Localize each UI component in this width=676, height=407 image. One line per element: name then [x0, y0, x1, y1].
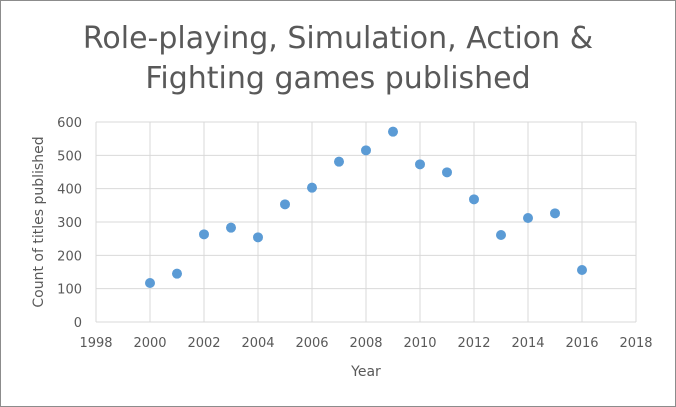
x-tick-label-2012: 2012	[457, 336, 490, 351]
x-axis-title: Year	[350, 364, 381, 380]
x-tick-label-2004: 2004	[241, 336, 274, 351]
x-tick-label-2006: 2006	[295, 336, 328, 351]
chart-title-line-2: Fighting games published	[145, 61, 531, 96]
x-tick-label-2002: 2002	[187, 336, 220, 351]
data-points	[145, 126, 587, 288]
data-point-2010	[415, 159, 425, 170]
x-tick-label-2010: 2010	[403, 336, 436, 351]
y-tick-label-0: 0	[74, 316, 82, 331]
data-point-2004	[253, 232, 263, 243]
data-point-2015	[550, 208, 560, 219]
x-tick-label-1998: 1998	[79, 336, 112, 351]
data-point-2007	[334, 156, 344, 167]
x-tick-label-2014: 2014	[511, 336, 544, 351]
y-tick-label-300: 300	[57, 216, 82, 231]
y-tick-label-100: 100	[57, 283, 82, 298]
data-point-2012	[469, 194, 479, 205]
y-tick-label-400: 400	[57, 183, 82, 198]
gridlines	[95, 121, 637, 323]
data-point-2011	[442, 167, 452, 178]
tick-labels: 0 100 200 300 400 500 600 1998 2000 2002 2004 2006 2…	[57, 116, 652, 351]
y-tick-label-200: 200	[57, 249, 82, 264]
chart-title-line-1: Role-playing, Simulation, Action &	[82, 21, 594, 56]
data-point-2008	[361, 145, 371, 156]
y-axis-title: Count of titles published	[31, 136, 47, 307]
y-tick-label-600: 600	[57, 116, 82, 131]
data-point-2009	[388, 126, 398, 137]
x-tick-label-2000: 2000	[133, 336, 166, 351]
data-point-2002	[199, 229, 209, 240]
data-point-2001	[172, 268, 182, 279]
x-tick-label-2016: 2016	[565, 336, 598, 351]
data-point-2003	[226, 222, 236, 233]
data-point-2006	[307, 182, 317, 193]
x-tick-label-2008: 2008	[349, 336, 382, 351]
data-point-2005	[280, 199, 290, 210]
y-tick-label-500: 500	[57, 149, 82, 164]
data-point-2014	[523, 213, 533, 223]
data-point-2016	[577, 265, 587, 275]
data-point-2013	[496, 230, 506, 240]
chart-title: Role-playing, Simulation, Action & Fight…	[1, 19, 675, 99]
x-tick-label-2018: 2018	[619, 336, 652, 351]
data-point-2000	[145, 278, 155, 288]
